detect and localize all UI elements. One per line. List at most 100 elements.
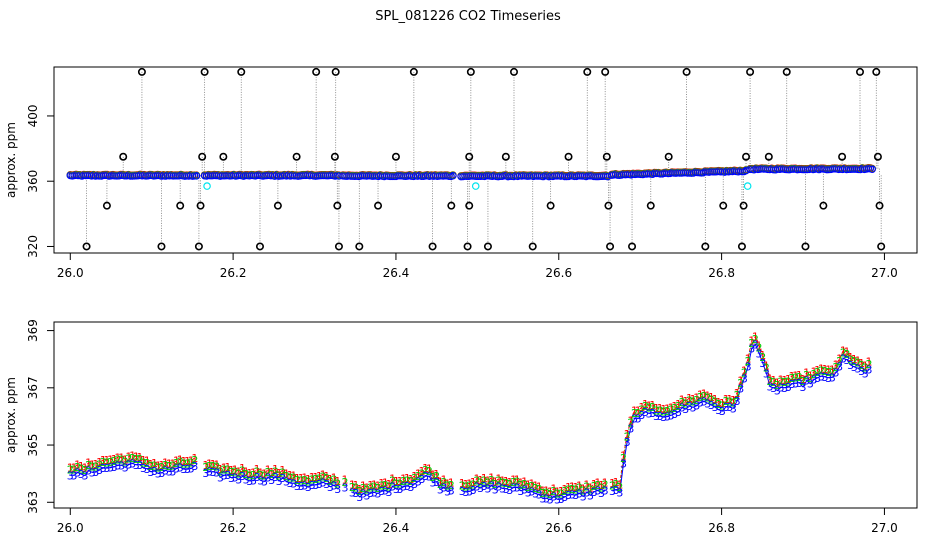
series-2-marker: 2 bbox=[191, 454, 198, 467]
series-2-marker: 2 bbox=[360, 482, 367, 495]
series-1-marker: 1 bbox=[235, 465, 242, 478]
series-1-marker: 1 bbox=[114, 451, 121, 464]
series-3-marker: 3 bbox=[708, 399, 715, 412]
series-2-marker: 2 bbox=[184, 457, 191, 470]
series-1-marker: 1 bbox=[206, 458, 213, 471]
series-3-marker: 3 bbox=[166, 466, 173, 479]
spike-point bbox=[157, 242, 166, 251]
series-2-marker: 2 bbox=[671, 402, 678, 415]
series-3-marker: 3 bbox=[202, 467, 209, 480]
series-2-marker: 2 bbox=[679, 396, 686, 409]
series-3-marker: 3 bbox=[499, 482, 506, 495]
series-3-marker: 3 bbox=[671, 408, 678, 421]
series-1-marker: 1 bbox=[261, 467, 268, 480]
spike-point bbox=[746, 67, 755, 76]
series-1-marker: 1 bbox=[246, 467, 253, 480]
series-2-marker: 2 bbox=[580, 485, 587, 498]
series-2-marker: 2 bbox=[789, 372, 796, 385]
series-3-marker: 3 bbox=[342, 482, 349, 495]
series-2-marker: 2 bbox=[708, 393, 715, 406]
series-1-marker: 1 bbox=[792, 369, 799, 382]
series-2-marker: 2 bbox=[851, 355, 858, 368]
series-1-marker: 1 bbox=[572, 481, 579, 494]
series-1-marker: 1 bbox=[364, 481, 371, 494]
y-tick-label: 360 bbox=[26, 170, 40, 193]
series-2-marker: 2 bbox=[748, 337, 755, 350]
series-1-marker: 1 bbox=[96, 456, 103, 469]
series-2-marker: 2 bbox=[210, 460, 217, 473]
series-1-marker: 1 bbox=[287, 469, 294, 482]
series-3-marker: 3 bbox=[360, 488, 367, 501]
series-3-marker: 3 bbox=[741, 372, 748, 385]
plot-frame bbox=[53, 321, 918, 509]
series-3-marker: 3 bbox=[81, 470, 88, 483]
y-tick-label: 365 bbox=[26, 434, 40, 457]
series-1-marker: 1 bbox=[624, 428, 631, 441]
series-1-marker: 1 bbox=[756, 339, 763, 352]
series-2-marker: 2 bbox=[701, 390, 708, 403]
series-2-marker: 2 bbox=[103, 456, 110, 469]
series-1-marker: 1 bbox=[734, 387, 741, 400]
series-1-marker: 1 bbox=[103, 454, 110, 467]
series-1-marker: 1 bbox=[532, 480, 539, 493]
series-1-marker: 1 bbox=[268, 466, 275, 479]
plot-frame bbox=[53, 66, 918, 254]
series-1-marker: 1 bbox=[393, 475, 400, 488]
series-3-marker: 3 bbox=[726, 401, 733, 414]
series-1-marker: 1 bbox=[660, 403, 667, 416]
series-2-marker: 2 bbox=[232, 466, 239, 479]
series-2-marker: 2 bbox=[778, 376, 785, 389]
series-2-marker: 2 bbox=[638, 403, 645, 416]
series-3-marker: 3 bbox=[334, 483, 341, 496]
series-2-marker: 2 bbox=[719, 399, 726, 412]
series-2-marker: 2 bbox=[404, 474, 411, 487]
series-2-marker: 2 bbox=[415, 470, 422, 483]
series-2-marker: 2 bbox=[466, 480, 473, 493]
spike-point bbox=[682, 67, 691, 76]
series-2-marker: 2 bbox=[495, 475, 502, 488]
series-1-marker: 1 bbox=[561, 483, 568, 496]
series-1-marker: 1 bbox=[671, 400, 678, 413]
series-2-marker: 2 bbox=[635, 407, 642, 420]
series-3-marker: 3 bbox=[543, 492, 550, 505]
series-2-marker: 2 bbox=[675, 400, 682, 413]
spike-point bbox=[509, 67, 518, 76]
series-2-marker: 2 bbox=[243, 468, 250, 481]
series-2-marker: 2 bbox=[378, 479, 385, 492]
series-1-marker: 1 bbox=[591, 478, 598, 491]
series-1-marker: 1 bbox=[111, 453, 118, 466]
series-1-marker: 1 bbox=[851, 353, 858, 366]
series-2-marker: 2 bbox=[646, 402, 653, 415]
spike-point bbox=[219, 152, 228, 161]
series-1-marker: 1 bbox=[213, 458, 220, 471]
series-1-marker: 1 bbox=[265, 463, 272, 476]
series-3-marker: 3 bbox=[847, 359, 854, 372]
series-1-marker: 1 bbox=[796, 369, 803, 382]
spike-point bbox=[602, 152, 611, 161]
series-1-marker: 1 bbox=[847, 351, 854, 364]
series-2-marker: 2 bbox=[668, 404, 675, 417]
series-2-marker: 2 bbox=[627, 417, 634, 430]
series-1-marker: 1 bbox=[499, 474, 506, 487]
series-3-marker: 3 bbox=[737, 383, 744, 396]
series-2-marker: 2 bbox=[246, 469, 253, 482]
series-1-marker: 1 bbox=[697, 389, 704, 402]
series-3-marker: 3 bbox=[239, 470, 246, 483]
series-2-marker: 2 bbox=[397, 478, 404, 491]
series-1-marker: 1 bbox=[133, 451, 140, 464]
series-2-marker: 2 bbox=[235, 468, 242, 481]
spike-point bbox=[501, 152, 510, 161]
series-2-marker: 2 bbox=[162, 459, 169, 472]
series-3-line bbox=[70, 343, 870, 501]
series-3-marker: 3 bbox=[532, 488, 539, 501]
series-3-marker: 3 bbox=[704, 397, 711, 410]
series-3-marker: 3 bbox=[514, 481, 521, 494]
series-1-marker: 1 bbox=[433, 468, 440, 481]
series-3-marker: 3 bbox=[92, 466, 99, 479]
x-tick-label: 26.6 bbox=[545, 266, 572, 280]
series-2-marker: 2 bbox=[254, 465, 261, 478]
series-3-marker: 3 bbox=[221, 469, 228, 482]
series-2-marker: 2 bbox=[298, 474, 305, 487]
series-3-marker: 3 bbox=[715, 404, 722, 417]
series-3-marker: 3 bbox=[305, 481, 312, 494]
